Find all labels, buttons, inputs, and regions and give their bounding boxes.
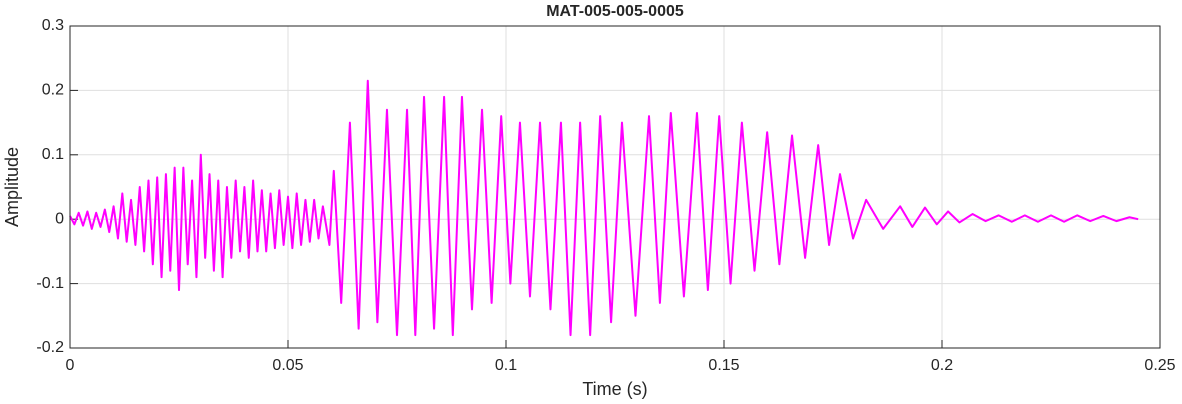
y-tick-label: 0.3 [42, 17, 64, 34]
line-series [69, 79, 1139, 337]
x-tick-label: 0.1 [495, 357, 517, 374]
x-axis-label: Time (s) [582, 379, 647, 399]
x-tick-label: 0.05 [272, 357, 303, 374]
y-tick-label: 0 [55, 210, 64, 227]
x-tick-label: 0.2 [931, 357, 953, 374]
y-tick-label: -0.1 [36, 275, 64, 292]
y-tick-label: -0.2 [36, 339, 64, 356]
y-tick-label: 0.1 [42, 146, 64, 163]
y-axis-label: Amplitude [2, 147, 22, 227]
x-tick-label: 0 [66, 357, 75, 374]
x-tick-label: 0.15 [708, 357, 739, 374]
y-tick-label: 0.2 [42, 82, 64, 99]
chart-title: MAT-005-005-0005 [546, 3, 684, 20]
x-tick-label: 0.25 [1144, 357, 1175, 374]
plot-frame [69, 25, 1161, 349]
